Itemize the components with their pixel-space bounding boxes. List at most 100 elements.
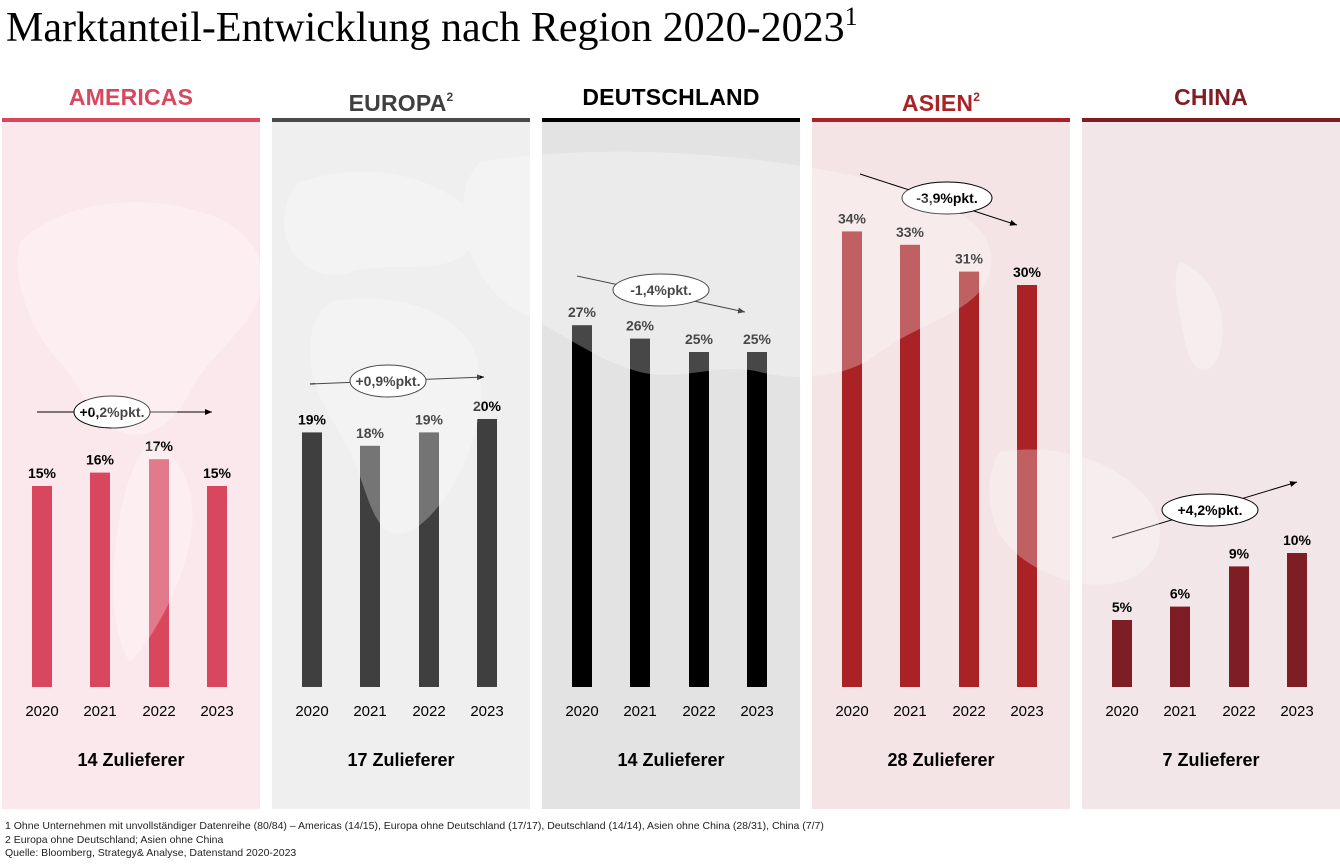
panel-asien: ASIEN2 34% 2020 33% 2021 31% 2022 30% 2023 -3,9%p… (812, 80, 1070, 809)
value-label: 25% (685, 331, 714, 347)
bar-deutschland-2020 (572, 325, 592, 687)
delta-bubble (901, 181, 993, 215)
year-tick-label: 2020 (1105, 703, 1138, 720)
bar-europa-2021 (360, 445, 380, 687)
value-label: 15% (28, 465, 57, 481)
title-text: Marktanteil-Entwicklung nach Region 2020… (6, 5, 845, 51)
year-tick-label: 2021 (353, 703, 386, 720)
title-footnote-mark: 1 (844, 2, 858, 31)
bar-china-2021 (1170, 606, 1190, 687)
supplier-count: 14 Zulieferer (617, 750, 725, 770)
year-tick-label: 2020 (565, 703, 598, 720)
value-label: 9% (1229, 545, 1250, 561)
supplier-count: 14 Zulieferer (77, 750, 185, 770)
region-title-asien: ASIEN2 (812, 80, 1070, 120)
region-footnote-mark: 2 (446, 90, 454, 104)
value-label: 33% (896, 224, 925, 240)
year-tick-label: 2022 (142, 703, 175, 720)
value-label: 25% (743, 331, 772, 347)
region-title-text: EUROPA (348, 90, 447, 116)
value-label: 19% (415, 411, 444, 427)
year-tick-label: 2021 (1163, 703, 1196, 720)
chart-deutschland: 27% 2020 26% 2021 25% 2022 25% 2023 -1,4%pkt. (565, 273, 774, 720)
panel-background (1082, 122, 1340, 809)
delta-bubble (1161, 493, 1259, 527)
footnote-1: 1 Ohne Unternehmen mit unvollständiger D… (5, 820, 824, 832)
bar-asien-2022 (959, 271, 979, 687)
region-rule (272, 118, 530, 122)
world-map-icon (18, 151, 1223, 662)
chart-americas: 15% 2020 16% 2021 17% 2022 15% 2023 +0,2%pkt. (25, 395, 234, 720)
panel-background (2, 122, 260, 809)
value-label: 6% (1170, 586, 1191, 602)
value-label: 27% (568, 304, 597, 320)
bar-americas-2023 (207, 486, 227, 687)
region-title-text: AMERICAS (68, 84, 194, 110)
bar-americas-2021 (90, 472, 110, 687)
delta-label: +0,9%pkt. (356, 373, 421, 389)
year-tick-label: 2023 (1010, 703, 1043, 720)
year-tick-label: 2021 (623, 703, 656, 720)
region-title-europa: EUROPA2 (272, 80, 530, 120)
footnote-2: 2 Europa ohne Deutschland; Asien ohne Ch… (5, 833, 224, 846)
bar-china-2023 (1287, 553, 1307, 687)
year-tick-label: 2020 (835, 703, 868, 720)
year-tick-label: 2023 (1280, 703, 1313, 720)
value-label: 19% (298, 411, 327, 427)
year-tick-label: 2023 (740, 703, 773, 720)
region-rule (1082, 118, 1340, 122)
panel-deutschland: DEUTSCHLAND 27% 2020 26% 2021 25% 2022 25% 2023 -… (542, 80, 800, 809)
year-tick-label: 2023 (470, 703, 503, 720)
bar-americas-2020 (32, 486, 52, 687)
footnotes: 1 Ohne Unternehmen mit unvollständiger D… (5, 820, 824, 861)
region-rule (2, 118, 260, 122)
value-label: 26% (626, 318, 655, 334)
year-tick-label: 2023 (200, 703, 233, 720)
bar-americas-2022 (149, 459, 169, 687)
chart-asien: 34% 2020 33% 2021 31% 2022 30% 2023 -3,9%pkt. (835, 173, 1044, 720)
region-title-text: CHINA (1174, 84, 1248, 110)
region-title-deutschland: DEUTSCHLAND (542, 80, 800, 114)
year-tick-label: 2022 (682, 703, 715, 720)
delta-bubble (349, 364, 427, 398)
bar-deutschland-2022 (689, 352, 709, 687)
region-footnote-mark: 2 (973, 90, 981, 104)
region-rule (812, 118, 1070, 122)
delta-label: -1,4%pkt. (630, 282, 691, 298)
value-label: 34% (838, 210, 867, 226)
region-rule (542, 118, 800, 122)
panel-china: CHINA 5% 2020 6% 2021 9% 2022 10% 2023 +4,2%pkt. 7… (1082, 80, 1340, 809)
value-label: 17% (145, 438, 174, 454)
value-label: 31% (955, 251, 984, 267)
value-label: 20% (473, 398, 502, 414)
year-tick-label: 2022 (1222, 703, 1255, 720)
value-label: 15% (203, 465, 232, 481)
bar-europa-2022 (419, 432, 439, 687)
bar-china-2022 (1229, 566, 1249, 687)
panel-europa: EUROPA2 19% 2020 18% 2021 19% 2022 20% 2023 +0,9%… (272, 80, 530, 809)
value-label: 18% (356, 425, 385, 441)
footnote-source: Quelle: Bloomberg, Strategy& Analyse, Da… (5, 847, 297, 859)
delta-label: +4,2%pkt. (1178, 502, 1243, 518)
year-tick-label: 2020 (25, 703, 58, 720)
supplier-count: 28 Zulieferer (887, 750, 995, 770)
delta-bubble (73, 395, 151, 429)
supplier-count: 7 Zulieferer (1162, 750, 1260, 770)
region-title-text: ASIEN (901, 90, 974, 116)
year-tick-label: 2020 (295, 703, 328, 720)
value-label: 5% (1112, 599, 1133, 615)
delta-bubble (612, 273, 710, 307)
region-title-china: CHINA (1082, 80, 1340, 114)
chart-china: 5% 2020 6% 2021 9% 2022 10% 2023 +4,2%pkt. (1105, 481, 1314, 720)
year-tick-label: 2021 (893, 703, 926, 720)
bar-asien-2023 (1017, 285, 1037, 687)
delta-label: -3,9%pkt. (916, 190, 977, 206)
bar-europa-2020 (302, 432, 322, 687)
value-label: 16% (86, 452, 115, 468)
year-tick-label: 2022 (952, 703, 985, 720)
value-label: 10% (1283, 532, 1312, 548)
delta-label: +0,2%pkt. (80, 404, 145, 420)
supplier-count: 17 Zulieferer (347, 750, 455, 770)
bar-deutschland-2023 (747, 352, 767, 687)
region-title-americas: AMERICAS (2, 80, 260, 114)
